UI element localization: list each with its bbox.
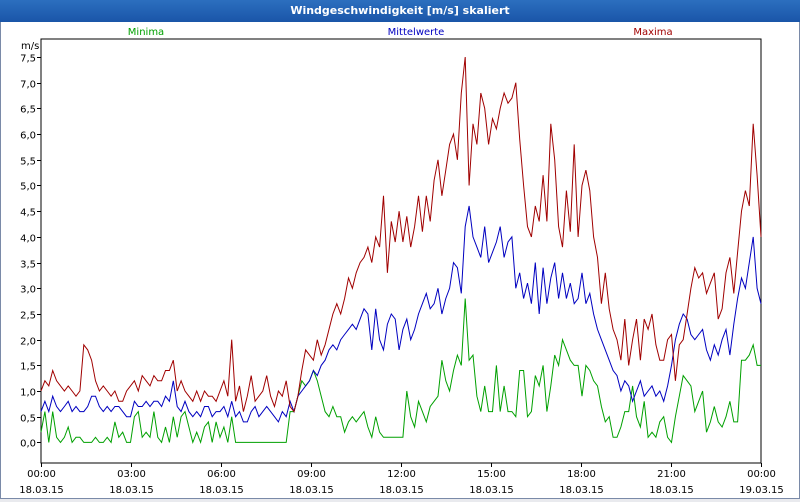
y-unit-label: m/s [21,41,39,52]
series-line-maxima [40,56,762,413]
x-tick-date: 18.03.15 [289,485,334,496]
x-tick-time: 00:00 [27,469,56,480]
y-tick-label: 2,0 [20,337,36,348]
x-tick-time: 21:00 [657,469,686,480]
legend-maxima: Maxima [633,27,672,38]
y-tick-label: 7,5 [20,54,36,65]
legend-mittelwerte: Mittelwerte [388,27,445,38]
y-tick-label: 3,5 [20,260,36,271]
y-tick-label: 0,5 [20,414,36,425]
x-tick-date: 18.03.15 [379,485,424,496]
y-tick-label: 5,0 [20,182,36,193]
series-line-mittelwerte [40,205,762,423]
plot-border [40,38,762,464]
legend: Minima Mittelwerte Maxima [128,27,673,38]
x-tick-time: 09:00 [297,469,326,480]
y-tick-label: 3,0 [20,285,36,296]
chart-frame: 0,0 0,5 1,0 1,5 2,0 2,5 3,0 3,5 4,0 4,5 5,0 5,5 6,0 6… [0,22,800,499]
chart-svg: 0,0 0,5 1,0 1,5 2,0 2,5 3,0 3,5 4,0 4,5 5,0 5,5 6,0 6… [19,27,784,496]
x-tick-date: 18.03.15 [199,485,244,496]
x-tick-date: 18.03.15 [559,485,604,496]
series-line-minima [40,298,761,445]
x-tick-time: 06:00 [207,469,236,480]
y-tick-label: 4,5 [20,208,36,219]
y-tick-label: 6,0 [20,131,36,142]
y-tick-label: 1,0 [20,388,36,399]
x-tick-time: 00:00 [747,469,776,480]
x-tick-date: 19.03.15 [739,485,784,496]
plot-area [40,38,762,464]
y-tick-label: 6,5 [20,105,36,116]
y-tick-label: 2,5 [20,311,36,322]
y-tick-label: 0,0 [20,439,36,450]
x-tick-date: 18.03.15 [469,485,514,496]
x-tick-date: 18.03.15 [19,485,64,496]
x-axis-ticks: 00:00 18.03.15 03:00 18.03.15 06:00 18.03.15 0… [19,463,784,496]
legend-minima: Minima [128,27,164,38]
x-tick-date: 18.03.15 [649,485,694,496]
x-tick-time: 18:00 [567,469,596,480]
y-axis-ticks: 0,0 0,5 1,0 1,5 2,0 2,5 3,0 3,5 4,0 4,5 5,0 5,5 6,0 6… [20,54,41,450]
chart-title: Windgeschwindigkeit [m/s] skaliert [0,0,800,22]
series-lines [40,56,762,445]
x-tick-time: 03:00 [117,469,146,480]
x-tick-time: 15:00 [477,469,506,480]
y-tick-label: 1,5 [20,362,36,373]
y-tick-label: 7,0 [20,80,36,91]
y-tick-label: 4,0 [20,234,36,245]
x-tick-date: 18.03.15 [109,485,154,496]
y-tick-label: 5,5 [20,157,36,168]
x-tick-time: 12:00 [387,469,416,480]
